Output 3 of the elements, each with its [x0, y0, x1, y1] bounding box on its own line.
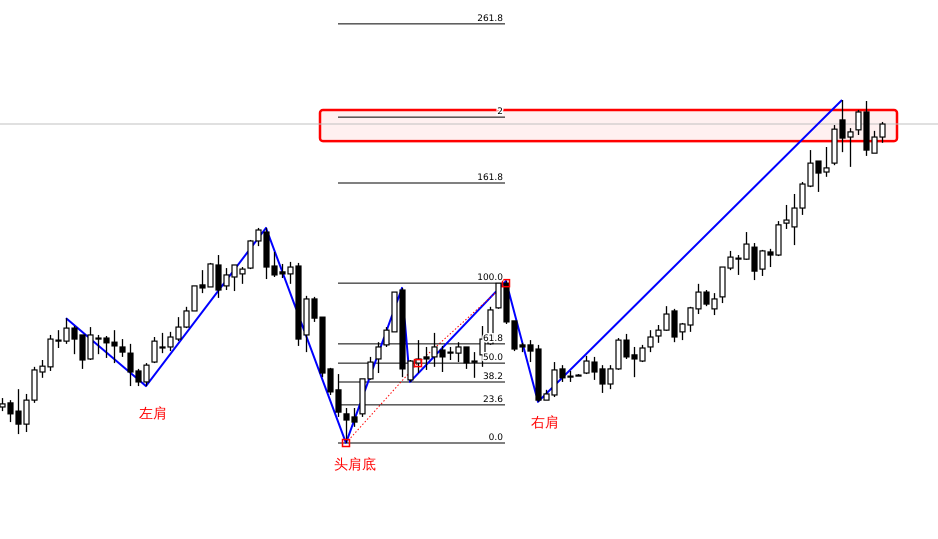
annotation: 头肩底: [334, 457, 376, 473]
annotation: 右肩: [531, 415, 559, 431]
annotation: 左肩: [139, 406, 167, 422]
